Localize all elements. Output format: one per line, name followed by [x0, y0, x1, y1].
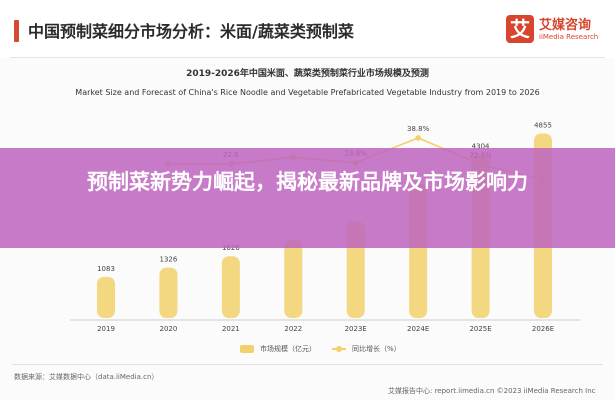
chart-title: 2019-2026年中国米面、蔬菜类预制菜行业市场规模及预测 [186, 69, 429, 79]
brand-logo: 艾 艾媒咨询 iiMedia Research [506, 12, 606, 52]
bar-value-label-2020: 1326 [160, 256, 178, 264]
legend-item-growth: 同比增长（%） [332, 342, 401, 356]
header-divider [10, 57, 605, 58]
x-axis-tick-labels: 2019 2020 2021 2022 2023E 2024E 2025E 2026E [97, 325, 554, 333]
logo-subtitle: iiMedia Research [539, 33, 599, 41]
bar-value-label-2021: 1626 [222, 244, 240, 252]
bar-2022 [284, 239, 303, 318]
x-tick-2020: 2020 [160, 325, 178, 333]
x-tick-2026E: 2026E [532, 325, 554, 333]
headline-banner: 预制菜新势力崛起，揭秘最新品牌及市场影响力 [0, 148, 615, 248]
legend-label-growth: 同比增长（%） [352, 345, 401, 353]
legend-label-market-size: 市场规模（亿元） [260, 345, 316, 353]
x-tick-2022: 2022 [284, 325, 302, 333]
header: 中国预制菜细分市场分析：米面/蔬菜类预制菜 艾 艾媒咨询 iiMedia Res… [0, 0, 615, 58]
bar-2019 [97, 276, 115, 318]
page-title: 中国预制菜细分市场分析：米面/蔬菜类预制菜 [28, 22, 354, 41]
bar-swatch-icon [240, 345, 254, 353]
bar-2021 [221, 256, 240, 318]
bar-value-label-2025E: 4304 [472, 142, 490, 150]
logo-mark-icon: 艾 [506, 15, 534, 43]
title-accent-bar [14, 20, 19, 42]
bar-2020 [159, 267, 178, 318]
legend-item-market-size: 市场规模（亿元） [240, 342, 316, 356]
growth-point-2024E [415, 135, 421, 141]
line-swatch-icon [332, 346, 346, 352]
x-tick-2024E: 2024E [407, 325, 429, 333]
data-source: 数据来源：艾媒数据中心（data.iiMedia.cn） [14, 373, 159, 381]
x-tick-2021: 2021 [222, 325, 240, 333]
growth-label-2024E: 38.8% [407, 125, 430, 133]
x-tick-2019: 2019 [97, 325, 115, 333]
x-tick-2025E: 2025E [469, 325, 491, 333]
chart-legend: 市场规模（亿元） 同比增长（%） [0, 342, 615, 356]
bar-value-label-2026E: 4855 [534, 122, 552, 130]
headline-text: 预制菜新势力崛起，揭秘最新品牌及市场影响力 [87, 170, 528, 194]
footer-divider [12, 364, 603, 365]
x-tick-2023E: 2023E [345, 325, 367, 333]
bar-value-label-2019: 1083 [97, 265, 115, 273]
copyright: 艾媒报告中心: report.iimedia.cn ©2023 iiMedia … [388, 387, 596, 395]
chart-subtitle: Market Size and Forecast of China's Rice… [75, 88, 540, 97]
logo-name: 艾媒咨询 [539, 18, 592, 33]
